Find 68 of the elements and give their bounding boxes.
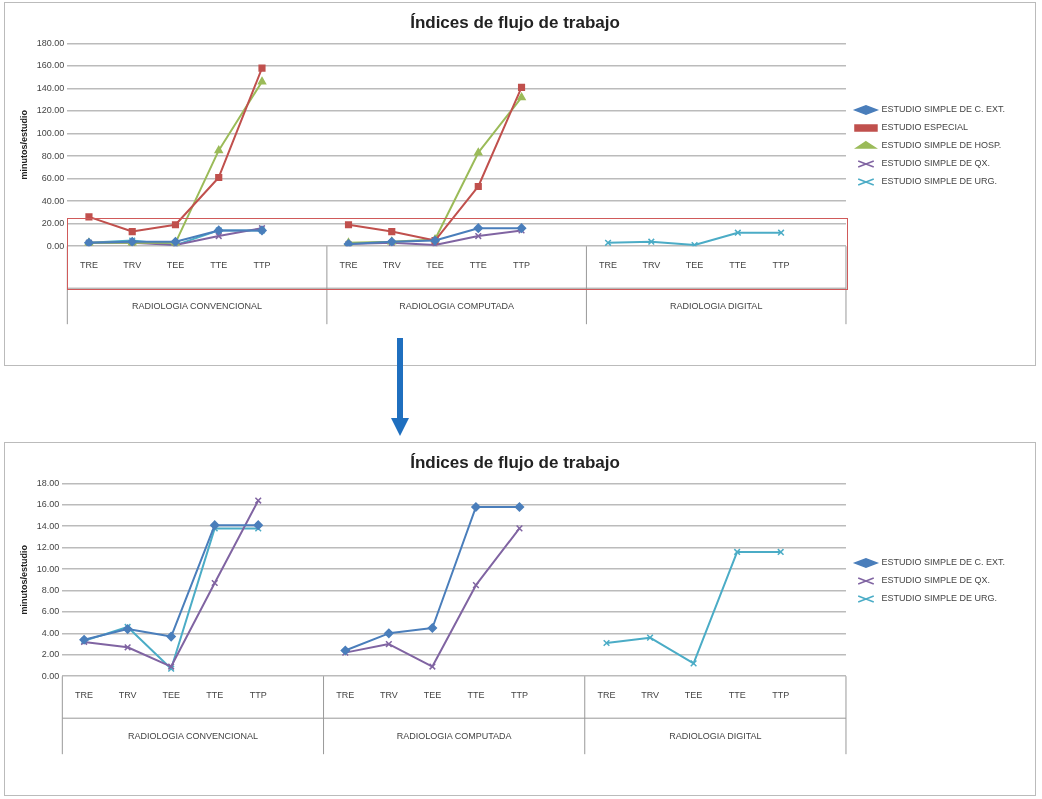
x-tick-label: TRE [339, 260, 358, 271]
y-tick-label: 10.00 [36, 563, 60, 574]
chart-title: Índices de flujo de trabajo [410, 452, 620, 472]
legend-label: ESTUDIO SIMPLE DE QX. [881, 575, 991, 586]
x-tick-label: TTE [728, 690, 746, 701]
legend-label: ESTUDIO ESPECIAL [881, 122, 969, 133]
x-tick-label: TTP [510, 690, 528, 701]
y-tick-label: 60.00 [41, 173, 65, 184]
y-tick-label: 6.00 [41, 606, 60, 617]
y-tick-label: 4.00 [41, 627, 60, 638]
x-tick-label: TEE [166, 260, 185, 271]
y-tick-label: 80.00 [41, 150, 65, 161]
legend-label: ESTUDIO SIMPLE DE QX. [881, 158, 991, 169]
y-tick-label: 160.00 [36, 60, 65, 71]
legend-label: ESTUDIO SIMPLE DE URG. [881, 176, 998, 187]
x-tick-label: TEE [685, 260, 704, 271]
x-tick-label: TRE [79, 260, 98, 271]
x-tick-label: TRV [382, 260, 401, 271]
x-tick-label: TEE [162, 690, 180, 701]
text: RADIOLOGIA COMPUTADA [399, 300, 515, 311]
text: RADIOLOGIA COMPUTADA [396, 730, 512, 741]
y-tick-label: 16.00 [36, 499, 60, 510]
y-tick-label: 8.00 [41, 585, 60, 595]
y-axis-title: minutos/estudio [18, 109, 29, 180]
x-tick-label: TEE [423, 690, 442, 701]
y-tick-label: 18.00 [36, 477, 60, 488]
legend-label: ESTUDIO SIMPLE DE HOSP. [881, 140, 1002, 151]
x-tick-label: TTE [210, 260, 228, 271]
text: RADIOLOGIA CONVENCIONAL [132, 300, 263, 311]
y-tick-label: 12.00 [36, 542, 60, 553]
legend-label: ESTUDIO SIMPLE DE URG. [881, 593, 998, 604]
x-tick-label: TRV [379, 690, 398, 701]
x-tick-label: TEE [426, 260, 444, 271]
y-tick-label: 2.00 [41, 649, 60, 660]
y-tick-label: 14.00 [36, 520, 60, 531]
chart-title: Índices de flujo de trabajo [410, 12, 620, 32]
x-tick-label: TRE [75, 690, 94, 701]
x-tick-label: TTP [772, 690, 790, 701]
y-tick-label: 100.00 [36, 128, 65, 139]
x-tick-label: TTP [772, 260, 790, 271]
y-tick-label: 120.00 [36, 105, 65, 116]
x-tick-label: TTP [253, 260, 271, 271]
y-tick-label: 0.00 [41, 670, 60, 681]
text: RADIOLOGIA DIGITAL [670, 300, 763, 311]
x-tick-label: TRV [641, 690, 659, 701]
text: RADIOLOGIA DIGITAL [669, 730, 762, 741]
x-tick-label: TTP [249, 690, 267, 701]
x-tick-label: TRV [118, 690, 137, 701]
y-tick-label: 20.00 [41, 218, 65, 229]
legend-label: ESTUDIO SIMPLE DE C. EXT. [881, 104, 1006, 115]
y-tick-label: 40.00 [41, 195, 65, 206]
x-tick-label: TTE [729, 260, 747, 271]
x-tick-label: TRE [597, 690, 616, 701]
y-tick-label: 0.00 [46, 240, 65, 251]
y-axis-title: minutos/estudio [18, 544, 29, 615]
x-tick-label: TRV [123, 260, 142, 271]
x-tick-label: TTE [467, 690, 485, 701]
x-tick-label: TEE [684, 690, 703, 701]
x-tick-label: TRE [336, 690, 355, 701]
legend-label: ESTUDIO SIMPLE DE C. EXT. [881, 557, 1006, 568]
y-tick-label: 140.00 [36, 82, 65, 93]
x-tick-label: TTE [469, 260, 487, 271]
x-tick-label: TRV [642, 260, 661, 271]
x-tick-label: TRE [599, 260, 618, 271]
x-tick-label: TTP [513, 260, 531, 271]
text: RADIOLOGIA CONVENCIONAL [127, 730, 258, 741]
y-tick-label: 180.00 [36, 37, 65, 48]
x-tick-label: TTE [206, 690, 224, 701]
